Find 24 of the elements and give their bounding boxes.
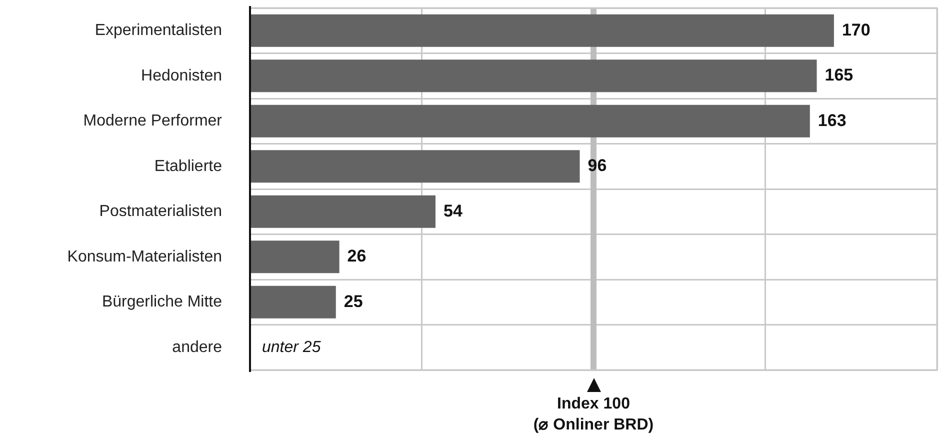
y-tick-label: Konsum-Materialisten <box>67 248 222 266</box>
bar <box>250 14 834 47</box>
bar <box>250 104 810 138</box>
y-tick-label: andere <box>172 338 222 356</box>
text: unter 25 <box>262 338 321 356</box>
data-label: 165 <box>824 66 854 85</box>
y-tick-label: Bürgerliche Mitte <box>102 294 222 311</box>
y-tick-label: Postmaterialisten <box>99 203 222 220</box>
data-label: 54 <box>443 201 463 220</box>
data-label: 170 <box>842 20 870 40</box>
bar <box>250 286 336 318</box>
data-label: 25 <box>344 292 363 311</box>
bar <box>250 60 817 92</box>
y-tick-label: Moderne Performer <box>83 112 223 130</box>
y-tick-label: Hedonisten <box>141 67 222 84</box>
bar <box>250 240 340 274</box>
bar <box>250 195 436 228</box>
data-label: 96 <box>588 156 607 176</box>
data-label: 163 <box>818 110 846 130</box>
data-label: 26 <box>347 246 366 266</box>
y-tick-label: Etablierte <box>154 158 222 175</box>
y-tick-label: Experimentalisten <box>94 22 222 40</box>
ref-line-label: Index 100 (⌀ Onliner BRD) <box>533 395 654 434</box>
bar <box>250 150 580 183</box>
